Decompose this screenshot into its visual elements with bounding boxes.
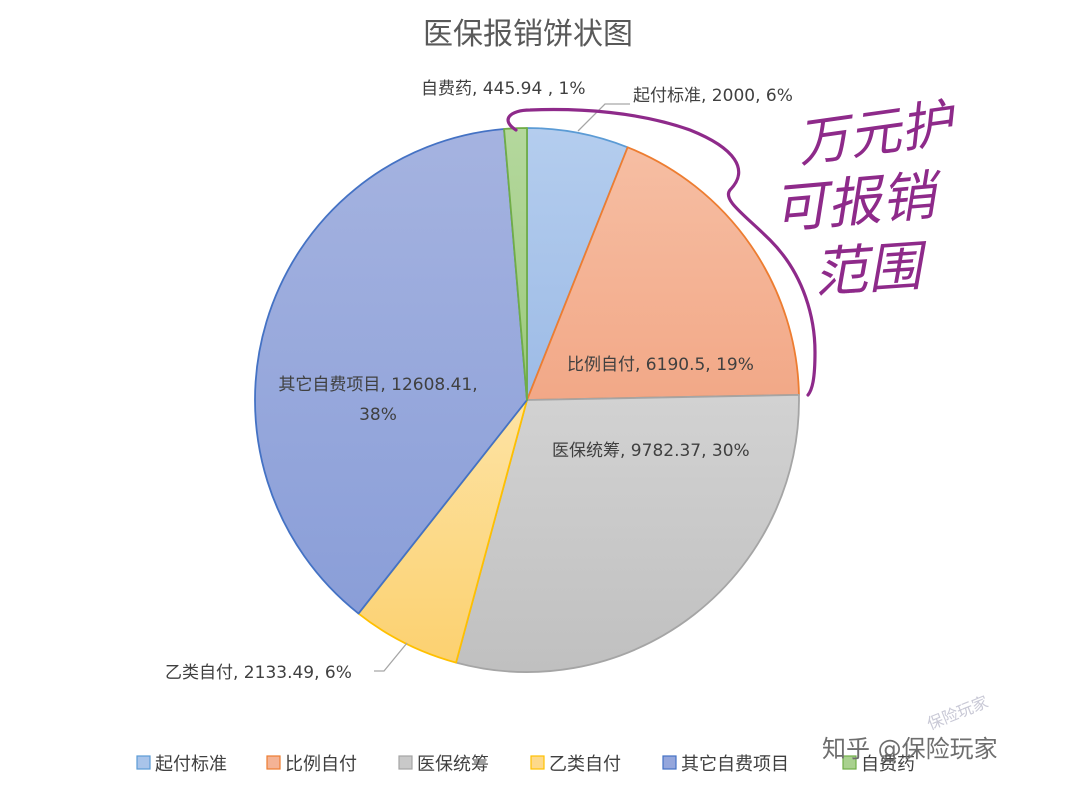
legend-swatch: [662, 755, 677, 770]
handwritten-annotation: 万元护 可报销 范围: [771, 93, 962, 305]
legend-item-yibao: 医保统筹: [398, 754, 489, 775]
slice-qita: [254, 128, 528, 615]
legend-label: 自费药: [861, 754, 915, 775]
handwritten-text-line3: 范围: [812, 234, 931, 305]
handwritten-bracket: [506, 107, 817, 397]
data-label-qita-line2: 38%: [359, 405, 397, 425]
legend-swatch: [136, 755, 151, 770]
data-label-qita-line1: 其它自费项目, 12608.41,: [278, 375, 477, 395]
slice-yibao: [455, 393, 800, 673]
slice-bili: [526, 146, 800, 401]
data-label-qifu: 起付标准, 2000, 6%: [633, 86, 793, 106]
leader-line-yilei: [374, 642, 408, 672]
legend-label: 医保统筹: [417, 754, 489, 775]
chart-title: 医保报销饼状图: [423, 17, 633, 52]
legend-item-yilei: 乙类自付: [530, 754, 621, 775]
handwritten-text-line2: 可报销: [771, 163, 947, 241]
data-label-zifeiyao: 自费药, 445.94 , 1%: [421, 79, 585, 99]
watermark-stamp: 保险玩家: [924, 692, 990, 734]
legend-label: 乙类自付: [549, 754, 621, 775]
legend-item-qita: 其它自费项目: [662, 754, 789, 775]
leader-line-qifu: [577, 103, 630, 132]
legend-swatch: [398, 755, 413, 770]
legend-item-qifu: 起付标准: [136, 754, 227, 775]
legend-label: 起付标准: [155, 754, 227, 775]
legend-swatch: [530, 755, 545, 770]
data-label-yilei: 乙类自付, 2133.49, 6%: [165, 663, 352, 683]
legend-swatch: [266, 755, 281, 770]
pie-slices: [254, 127, 800, 673]
slice-yilei: [357, 399, 528, 664]
legend-swatch: [842, 755, 857, 770]
data-label-bili: 比例自付, 6190.5, 19%: [567, 355, 754, 375]
legend-label: 比例自付: [285, 754, 357, 775]
handwritten-text-line1: 万元护: [793, 93, 961, 175]
watermark-text: 知乎 @保险玩家: [822, 735, 998, 763]
legend-item-bili: 比例自付: [266, 754, 357, 775]
legend-item-zifeiyao: 自费药: [842, 754, 915, 775]
data-label-yibao: 医保统筹, 9782.37, 30%: [552, 441, 750, 461]
legend-label: 其它自费项目: [681, 754, 789, 775]
chart-legend: 起付标准 比例自付 医保统筹 乙类自付 其它自费项目 自费药: [136, 754, 915, 775]
